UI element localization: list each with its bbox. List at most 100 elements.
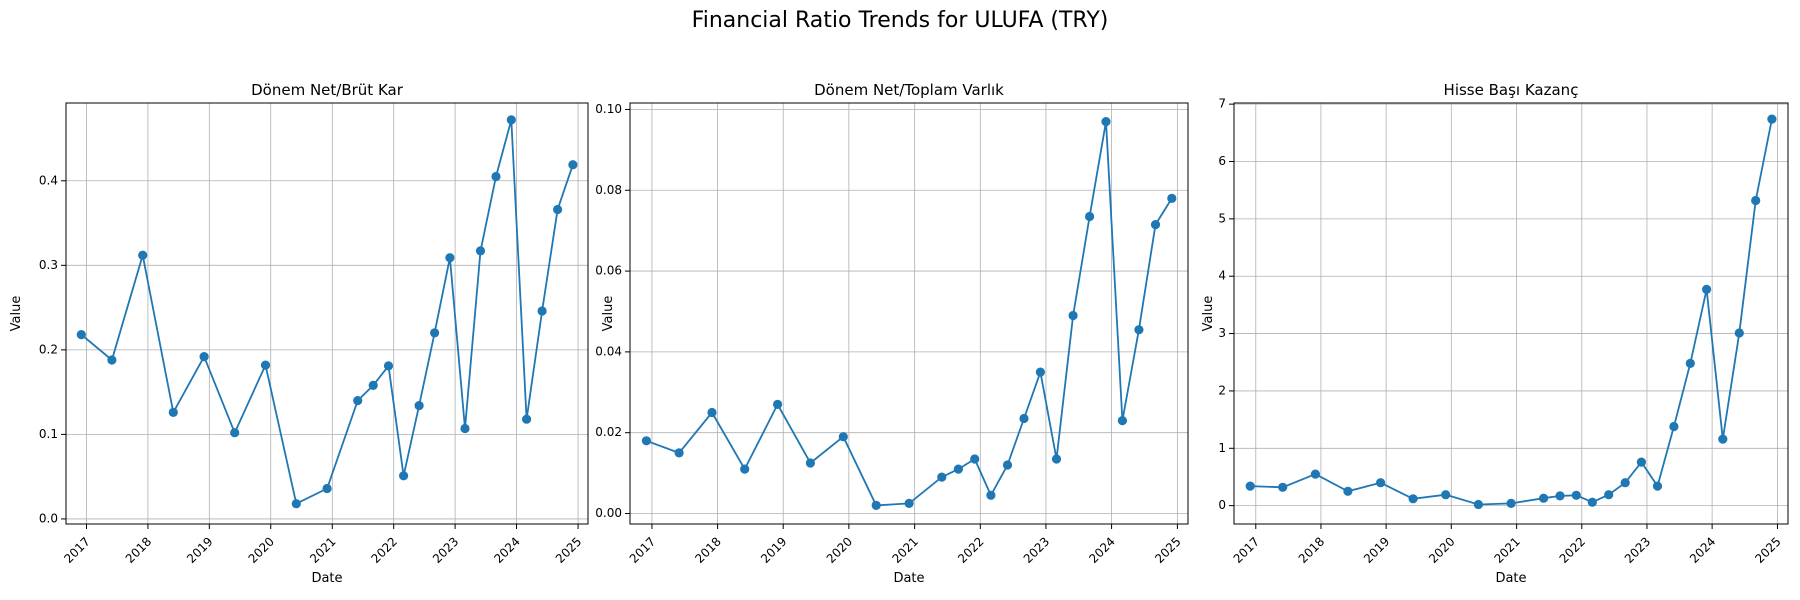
- x-tick-label: 2019: [1361, 534, 1392, 565]
- y-tick-label: 0.10: [595, 102, 622, 116]
- data-point: [199, 352, 209, 362]
- data-point: [291, 499, 301, 509]
- data-point: [76, 330, 86, 340]
- y-tick-label: 0.06: [595, 264, 622, 278]
- y-tick-label: 4: [1218, 269, 1226, 283]
- data-point: [641, 436, 651, 446]
- data-point: [1702, 284, 1712, 294]
- data-point: [168, 407, 178, 417]
- data-point: [1051, 454, 1062, 464]
- data-point: [1473, 499, 1483, 510]
- data-point: [970, 454, 980, 464]
- data-point: [138, 250, 148, 260]
- data-point: [1555, 491, 1565, 501]
- data-point: [522, 414, 532, 424]
- data-point: [1343, 486, 1353, 496]
- x-tick-label: 2022: [1557, 534, 1588, 565]
- chart-panel-earnings-per-share: 2017 2018 2019 2020 2021 2022 2023 2024 2025 0 1 2 3…: [1201, 81, 1789, 586]
- plot-frame: [629, 102, 1189, 525]
- series-line: [646, 121, 1173, 507]
- figure-title: Financial Ratio Trends for ULUFA (TRY): [691, 8, 1109, 33]
- data-point: [1002, 460, 1013, 470]
- y-tick-label: 0: [1218, 498, 1226, 512]
- chart-panel-net-total-assets: 2017 2018 2019 2020 2021 2022 2023 2024 2025 0.00…: [595, 81, 1189, 586]
- x-tick-label: 2024: [1687, 534, 1718, 565]
- data-point: [674, 448, 684, 458]
- series-line: [80, 119, 574, 506]
- data-point: [1751, 195, 1761, 206]
- data-point: [740, 464, 750, 474]
- data-point: [445, 253, 455, 263]
- data-point: [937, 472, 947, 482]
- y-tick-label: 0.02: [595, 425, 622, 439]
- data-point: [1652, 481, 1663, 491]
- data-point: [773, 399, 783, 409]
- data-point: [430, 328, 440, 338]
- x-tick-label: 2018: [1296, 534, 1327, 565]
- y-tick-label: 0.04: [595, 344, 622, 358]
- y-tick-label: 0.3: [39, 258, 58, 272]
- data-point: [1669, 421, 1679, 432]
- x-tick-label: 2020: [1426, 534, 1457, 565]
- plot-frame: [1233, 102, 1789, 525]
- x-tick-label: 2019: [758, 534, 789, 565]
- y-tick-label: 2: [1218, 383, 1226, 397]
- y-tick-label: 0.00: [595, 506, 622, 520]
- plot-area: [66, 103, 588, 524]
- chart-panel-net-gross-profit: 2017 2018 2019 2020 2021 2022 2023 2024 2025 0.0 0…: [9, 81, 589, 586]
- x-tick-label: 2021: [307, 534, 338, 565]
- data-point: [537, 306, 547, 316]
- data-point: [491, 171, 501, 182]
- data-point: [1245, 481, 1255, 491]
- data-point: [1408, 494, 1418, 504]
- y-axis-label: Value: [1201, 296, 1216, 332]
- y-tick-label: 0.0: [39, 511, 58, 525]
- data-point: [1085, 211, 1095, 222]
- data-point: [1587, 497, 1597, 507]
- data-point: [368, 380, 378, 390]
- y-tick-label: 1: [1218, 441, 1226, 455]
- data-point: [568, 160, 578, 170]
- x-tick-label: 2022: [369, 534, 400, 565]
- data-point: [1734, 328, 1744, 338]
- data-point: [1571, 490, 1581, 500]
- series-line: [1250, 118, 1773, 506]
- data-point: [1685, 358, 1695, 368]
- data-point: [838, 432, 848, 442]
- data-point: [414, 401, 424, 411]
- y-tick-label: 0.4: [39, 173, 58, 187]
- chart-title: Dönem Net/Toplam Varlık: [814, 81, 1004, 99]
- y-tick-label: 7: [1218, 97, 1226, 111]
- data-point: [1150, 220, 1161, 230]
- data-point: [1134, 325, 1144, 335]
- data-point: [1278, 482, 1288, 492]
- y-tick-label: 0.2: [39, 342, 58, 356]
- data-point: [506, 115, 516, 125]
- data-point: [805, 458, 815, 468]
- y-tick-label: 0.1: [39, 427, 58, 441]
- data-point: [1604, 490, 1614, 500]
- data-point: [260, 360, 271, 370]
- x-tick-label: 2018: [692, 534, 723, 565]
- x-tick-label: 2020: [824, 534, 855, 565]
- data-point: [553, 204, 563, 215]
- plot-frame: [65, 102, 589, 525]
- data-point: [107, 355, 117, 365]
- data-point: [460, 423, 470, 434]
- data-point: [1539, 493, 1549, 503]
- data-point: [1310, 469, 1320, 479]
- x-tick-label: 2022: [955, 534, 986, 565]
- plot-area: [630, 103, 1188, 524]
- x-tick-label: 2021: [890, 534, 921, 565]
- y-axis-label: Value: [601, 296, 616, 332]
- x-axis-label: Date: [1495, 571, 1526, 586]
- x-tick-label: 2023: [430, 534, 461, 565]
- data-point: [1620, 478, 1630, 488]
- x-tick-label: 2017: [627, 534, 658, 565]
- x-tick-label: 2017: [1231, 534, 1262, 565]
- x-tick-label: 2021: [1491, 534, 1522, 565]
- data-point: [1068, 310, 1078, 321]
- x-tick-label: 2023: [1021, 534, 1052, 565]
- y-tick-label: 5: [1218, 211, 1226, 225]
- x-tick-label: 2024: [491, 534, 522, 565]
